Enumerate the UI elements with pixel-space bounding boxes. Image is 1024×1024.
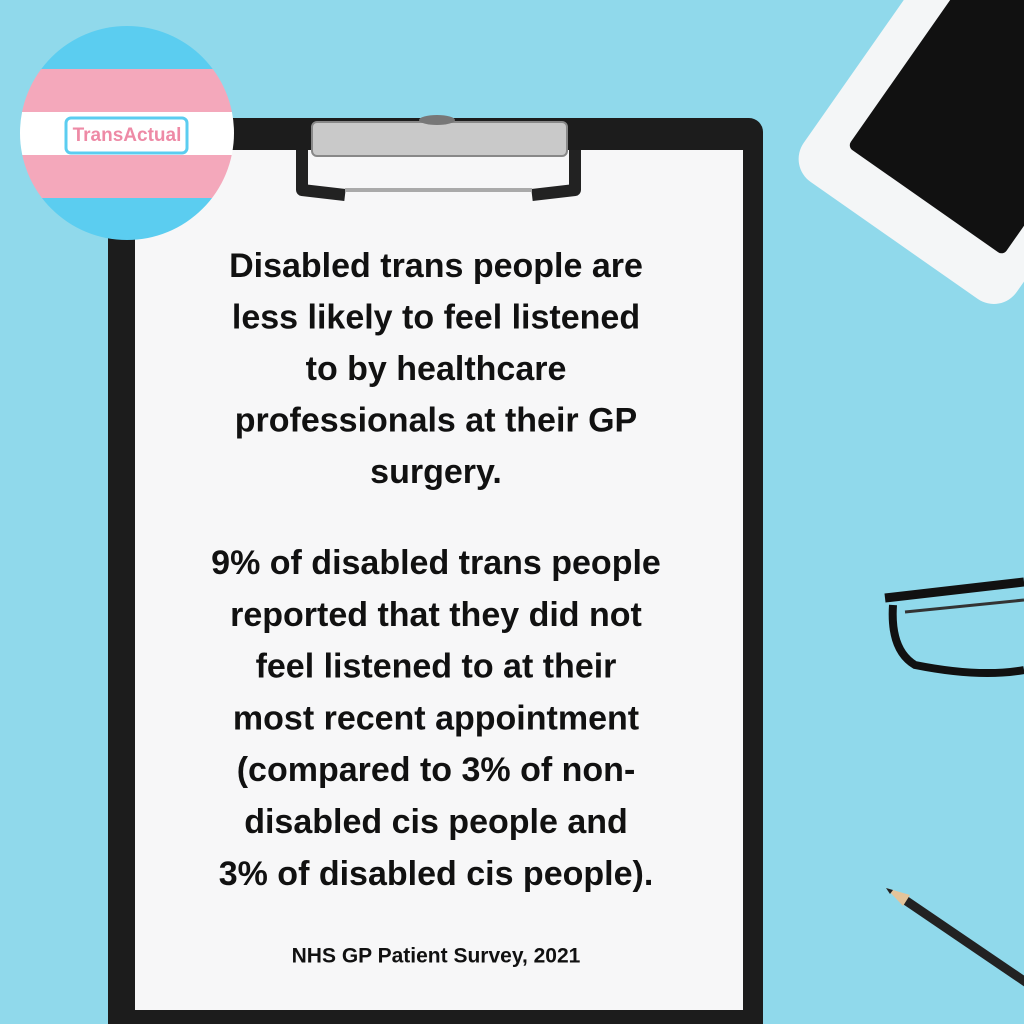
paper xyxy=(135,150,743,1010)
clip xyxy=(296,115,581,201)
heading-line: Disabled trans people are xyxy=(229,247,643,285)
body-line: (compared to 3% of non- xyxy=(237,751,636,789)
heading-line: to by healthcare xyxy=(306,350,567,388)
body-line: disabled cis people and xyxy=(244,803,628,841)
tablet xyxy=(798,0,1024,304)
body-line: feel listened to at their xyxy=(256,648,617,686)
logo-text: TransActual xyxy=(73,125,182,146)
heading-line: professionals at their GP xyxy=(235,401,637,439)
body-line: reported that they did not xyxy=(230,596,642,634)
logo: TransActual xyxy=(20,26,234,240)
text-block: Disabled trans people are less likely to … xyxy=(211,247,661,893)
body-line: 3% of disabled cis people). xyxy=(219,855,654,893)
glasses xyxy=(884,577,1024,678)
body-line: most recent appointment xyxy=(233,699,639,737)
heading-line: less likely to feel listened xyxy=(232,298,640,336)
source: NHS GP Patient Survey, 2021 xyxy=(292,945,581,968)
pencil xyxy=(886,888,1024,987)
heading-line: surgery. xyxy=(370,453,502,491)
body-line: 9% of disabled trans people xyxy=(211,544,661,582)
